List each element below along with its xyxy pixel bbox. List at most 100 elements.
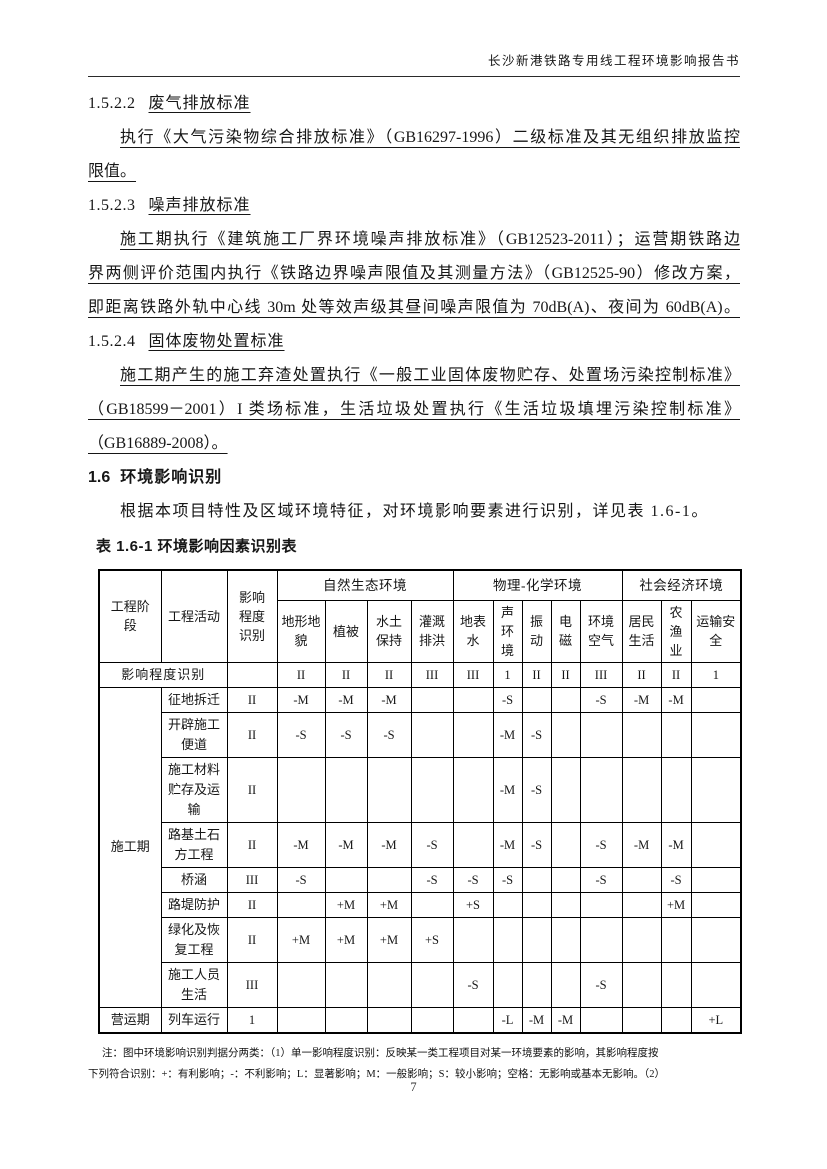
impact-cell bbox=[579, 891, 623, 918]
page-header: 长沙新港铁路专用线工程环境影响报告书 bbox=[88, 50, 740, 77]
impact-cell bbox=[579, 916, 623, 963]
section-1-5-2-3: 1.5.2.3 噪声排放标准 施工期执行《建筑施工厂界环境噪声排放标准》（GB12… bbox=[88, 189, 740, 325]
impact-cell bbox=[324, 961, 368, 1008]
impact-cell bbox=[579, 1006, 623, 1033]
impact-cell bbox=[276, 756, 326, 823]
impact-cell: -M bbox=[276, 686, 326, 713]
impact-cell bbox=[452, 756, 494, 823]
degree-cell: II bbox=[660, 661, 692, 688]
impact-cell: +M bbox=[324, 891, 368, 918]
paragraph-line: 施工期执行《建筑施工厂界环境噪声排放标准》（GB12523-2011）；运营期铁… bbox=[120, 231, 740, 248]
impact-cell bbox=[276, 891, 326, 918]
column-header: 植被 bbox=[324, 599, 368, 663]
activity-cell: 路堤防护 bbox=[160, 891, 228, 918]
impact-cell: -S bbox=[410, 866, 454, 893]
impact-cell: -S bbox=[276, 866, 326, 893]
impact-cell: -M bbox=[621, 821, 662, 868]
section-1-5-2-4: 1.5.2.4 固体废物处置标准 施工期产生的施工弃渣处置执行《一般工业固体废物贮… bbox=[88, 325, 740, 461]
impact-cell: -S bbox=[660, 866, 692, 893]
table-row: 营运期 列车运行 1 -L -M -M +L bbox=[98, 1006, 742, 1033]
impact-cell: -S bbox=[324, 711, 368, 758]
impact-cell: -M bbox=[492, 756, 523, 823]
group-header: 物理-化学环境 bbox=[452, 569, 623, 601]
degree-cell: II bbox=[226, 821, 278, 868]
impact-cell bbox=[550, 866, 581, 893]
impact-cell: -L bbox=[492, 1006, 523, 1033]
impact-cell: +M bbox=[366, 916, 412, 963]
impact-cell bbox=[550, 916, 581, 963]
impact-cell: -M bbox=[324, 821, 368, 868]
impact-cell bbox=[452, 1006, 494, 1033]
paragraph-line: （GB16889-2008）。 bbox=[88, 435, 228, 452]
impact-cell bbox=[690, 961, 742, 1008]
impact-cell bbox=[621, 756, 662, 823]
impact-cell: +S bbox=[410, 916, 454, 963]
impact-cell bbox=[410, 756, 454, 823]
degree-cell: II bbox=[621, 661, 662, 688]
table-row: 施工材料贮存及运输 II -M -S bbox=[99, 756, 742, 823]
impact-cell: -S bbox=[410, 821, 454, 868]
impact-table: 工程阶段 工程活动 影响程度识别 自然生态环境 物理-化学环境 社会经济环境 地形地貌 植被水… bbox=[98, 569, 743, 1034]
column-header: 农渔业 bbox=[660, 599, 692, 663]
impact-cell bbox=[521, 961, 552, 1008]
column-header: 电磁 bbox=[550, 599, 581, 663]
section-1-5-2-2: 1.5.2.2 废气排放标准 执行《大气污染物综合排放标准》（GB16297-19… bbox=[88, 87, 740, 189]
impact-cell bbox=[492, 891, 523, 918]
impact-cell bbox=[579, 756, 623, 823]
impact-cell bbox=[521, 891, 552, 918]
stage-cell: 营运期 bbox=[98, 1006, 162, 1033]
table-row: 绿化及恢复工程 II +M +M +M +S bbox=[99, 916, 742, 963]
column-header: 工程活动 bbox=[160, 569, 228, 663]
impact-cell bbox=[366, 961, 412, 1008]
impact-cell bbox=[410, 1006, 454, 1033]
table-row: 路基土石方工程 II -M -M -M -S -M -S -S -M -M bbox=[99, 821, 742, 868]
impact-cell bbox=[550, 711, 581, 758]
impact-cell: -M bbox=[492, 711, 523, 758]
impact-cell bbox=[521, 916, 552, 963]
degree-cell: II bbox=[521, 661, 552, 688]
degree-cell: 1 bbox=[226, 1006, 278, 1033]
impact-cell: -S bbox=[452, 866, 494, 893]
impact-cell: -S bbox=[276, 711, 326, 758]
impact-cell: +S bbox=[452, 891, 494, 918]
impact-cell bbox=[410, 961, 454, 1008]
degree-cell: II bbox=[226, 686, 278, 713]
column-header: 影响程度识别 bbox=[226, 569, 278, 663]
activity-cell: 列车运行 bbox=[160, 1006, 228, 1033]
degree-cell: II bbox=[276, 661, 326, 688]
section-number: 1.5.2.3 bbox=[88, 197, 136, 214]
impact-cell bbox=[550, 756, 581, 823]
impact-cell bbox=[660, 711, 692, 758]
impact-cell bbox=[660, 756, 692, 823]
impact-cell: -S bbox=[521, 756, 552, 823]
impact-cell bbox=[276, 1006, 326, 1033]
impact-cell: -M bbox=[660, 821, 692, 868]
degree-cell bbox=[226, 661, 278, 688]
impact-cell: -M bbox=[366, 821, 412, 868]
activity-cell: 桥涵 bbox=[160, 866, 228, 893]
impact-cell: -M bbox=[492, 821, 523, 868]
impact-cell bbox=[690, 891, 742, 918]
column-header: 工程阶段 bbox=[98, 569, 162, 663]
degree-cell: III bbox=[452, 661, 494, 688]
column-header: 环境空气 bbox=[579, 599, 623, 663]
paragraph-line: 施工期产生的施工弃渣处置执行《一般工业固体废物贮存、处置场污染控制标准》 bbox=[120, 367, 740, 384]
column-header: 地表水 bbox=[452, 599, 494, 663]
impact-cell: +M bbox=[276, 916, 326, 963]
impact-cell: -S bbox=[521, 711, 552, 758]
paragraph-line: 限值。 bbox=[88, 163, 137, 180]
impact-cell bbox=[452, 821, 494, 868]
impact-cell bbox=[621, 866, 662, 893]
table-row: 路堤防护 II +M +M +S +M bbox=[99, 891, 742, 918]
degree-cell: III bbox=[226, 961, 278, 1008]
footnote-line: 注：图中环境影响识别判据分两类：（1）单一影响程度识别：反映某一类工程项目对某一… bbox=[102, 1047, 659, 1059]
column-header: 声环境 bbox=[492, 599, 523, 663]
column-header: 灌溉排洪 bbox=[410, 599, 454, 663]
document-content: 1.5.2.2 废气排放标准 执行《大气污染物综合排放标准》（GB16297-19… bbox=[88, 77, 743, 1085]
table-row: 施工期 征地拆迁 II -M -M -M -S -S -M -M bbox=[98, 686, 742, 1008]
impact-cell: -S bbox=[579, 686, 623, 713]
impact-cell bbox=[521, 686, 552, 713]
impact-cell bbox=[452, 686, 494, 713]
impact-cell bbox=[324, 756, 368, 823]
section-title: 废气排放标准 bbox=[148, 95, 251, 112]
